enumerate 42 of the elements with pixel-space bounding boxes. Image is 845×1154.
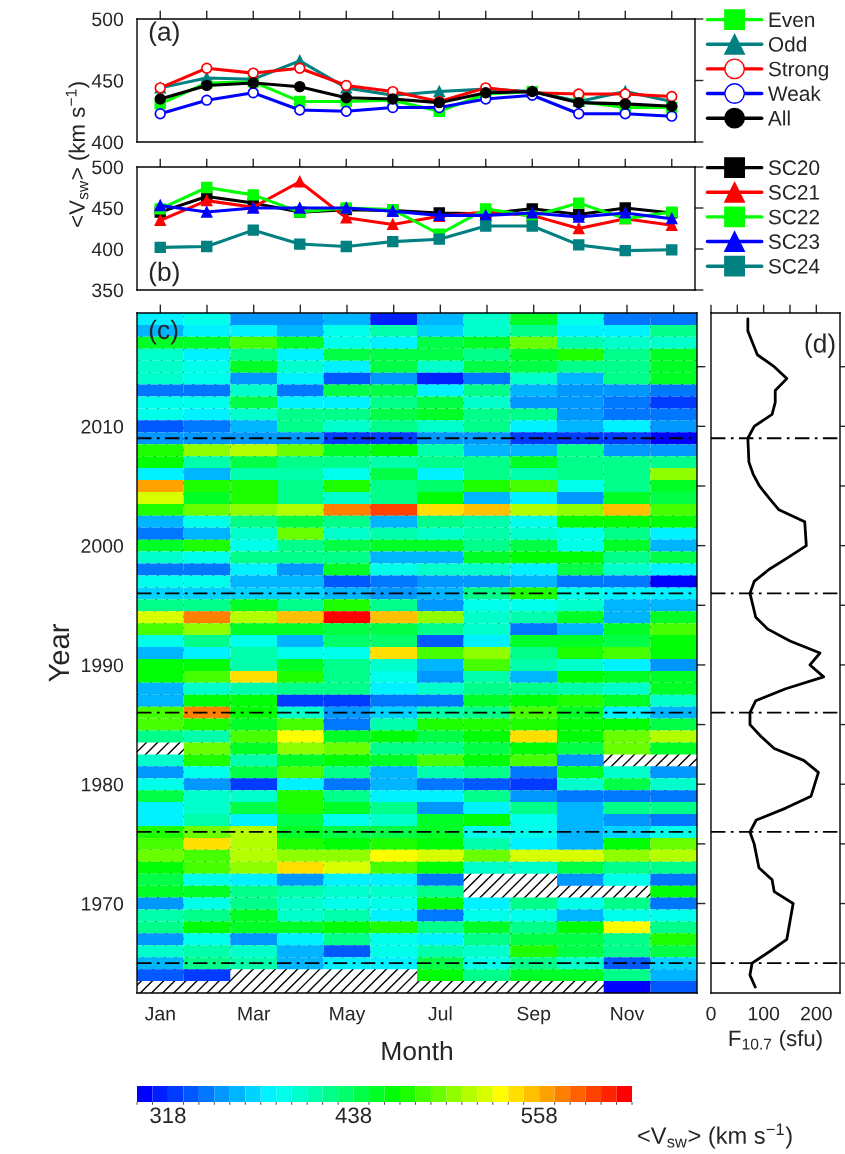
legend-label: Strong xyxy=(768,61,828,81)
annotation: (d) xyxy=(805,333,835,358)
y-tick-label: 400 xyxy=(91,135,124,150)
y-tick-label: 1980 xyxy=(82,777,124,792)
x-tick-label: 100 xyxy=(748,1006,780,1021)
y-tick-label: 500 xyxy=(92,160,124,175)
color-bar-label: 318 xyxy=(150,1107,186,1124)
y-tick-label: 1970 xyxy=(82,896,124,911)
x-tick-label: Sep xyxy=(517,1006,551,1025)
y-axis-title: Year xyxy=(48,624,70,682)
legend-label: Odd xyxy=(768,36,806,52)
y-tick-label: 2010 xyxy=(81,419,124,434)
x-tick-label: May xyxy=(330,1006,366,1025)
x-tick-label: Nov xyxy=(611,1006,645,1021)
annotation: (b) xyxy=(149,261,179,287)
legend-label: All xyxy=(767,110,790,126)
y-tick-label: 350 xyxy=(92,283,124,298)
color-bar-title: <V$_{sw}$> (km s$^{−1}$) xyxy=(638,1123,792,1149)
legend-label: SC20 xyxy=(768,160,820,176)
x-tick-label: Jan xyxy=(144,1006,175,1021)
legend-label: SC21 xyxy=(768,185,820,200)
x-tick-label: 200 xyxy=(801,1006,832,1021)
y-tick-label: 1990 xyxy=(82,658,124,673)
x-tick-label: 0 xyxy=(706,1006,716,1021)
x-axis-title: Month xyxy=(382,1040,452,1061)
legend-label: Even xyxy=(769,12,815,28)
y-tick-label: 450 xyxy=(91,73,124,88)
x-tick-label: Mar xyxy=(238,1006,271,1021)
y-tick-label: 450 xyxy=(91,201,124,216)
legend-label: Weak xyxy=(768,85,821,102)
x-tick-label: Jul xyxy=(428,1006,452,1021)
color-bar-label: 558 xyxy=(521,1107,557,1124)
legend-label: SC23 xyxy=(768,234,820,250)
y-axis-title: <V$_{sw}$> (km s$^{−1}$) xyxy=(65,82,90,227)
annotation: (a) xyxy=(149,21,179,47)
x-axis-title: F$_{10.7}$ (sfu) xyxy=(729,1029,822,1051)
y-tick-label: 500 xyxy=(92,12,124,27)
y-tick-label: 2000 xyxy=(81,539,124,553)
legend-label: SC22 xyxy=(768,209,819,225)
color-bar-label: 438 xyxy=(335,1107,372,1124)
y-tick-label: 400 xyxy=(91,242,124,257)
legend-label: SC24 xyxy=(768,258,820,274)
